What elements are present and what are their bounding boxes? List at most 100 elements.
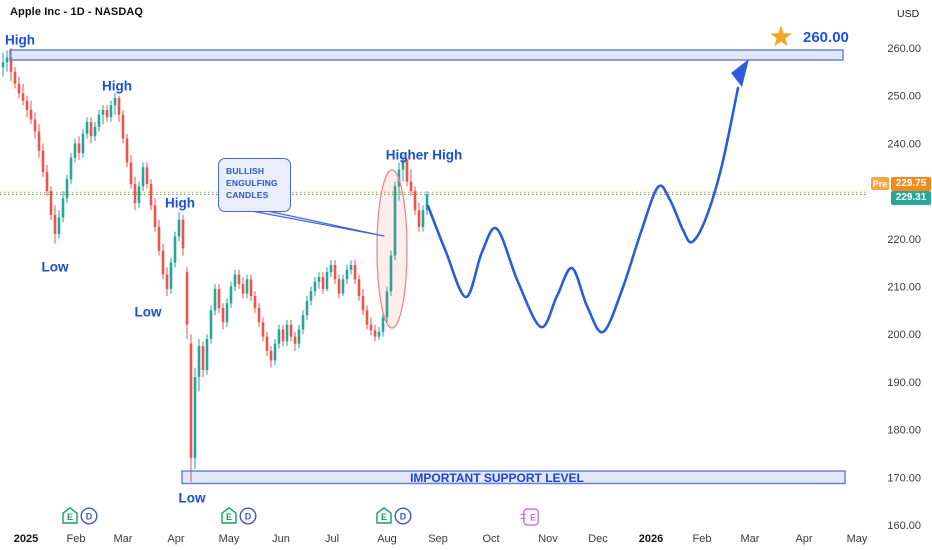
candle-body [377, 331, 381, 337]
future-earnings-letter: E [530, 513, 536, 523]
dividend-icon[interactable]: D [80, 507, 98, 525]
candle-body [109, 105, 113, 118]
candle-body [273, 343, 277, 361]
candle-body [193, 377, 197, 459]
month-tick-label: May [847, 533, 868, 545]
candle-body [53, 214, 57, 234]
candle-body [221, 308, 225, 323]
candle-body [333, 265, 337, 280]
month-tick-label: Aug [377, 533, 397, 545]
future-earnings-icon[interactable]: E [520, 508, 539, 526]
month-tick-label: Sep [428, 533, 448, 545]
callout-line-1: BULLISH [226, 166, 265, 176]
engulfing-ellipse[interactable] [376, 169, 408, 329]
candle-body [5, 57, 9, 63]
dividend-outline [80, 507, 98, 525]
dividend-icon[interactable]: D [394, 507, 412, 525]
candle-body [33, 119, 37, 132]
candle-body [61, 198, 65, 218]
dividend-letter: D [86, 512, 93, 522]
resistance-zone[interactable] [9, 49, 844, 61]
candle-body [85, 121, 89, 134]
symbol-title[interactable]: Apple Inc - 1D - NASDAQ [10, 6, 144, 18]
callout-bullish-engulfing[interactable]: BULLISH ENGULFING CANDLES [218, 158, 291, 212]
month-tick-label: Feb [67, 533, 86, 545]
earnings-letter: E [381, 512, 387, 522]
candle-body [249, 279, 253, 296]
callout-line-3: CANDLES [226, 190, 269, 200]
dividend-outline [394, 507, 412, 525]
candle-body [253, 296, 257, 308]
candle-body [105, 110, 109, 118]
candle-body [9, 57, 13, 72]
projection-curve[interactable] [426, 86, 740, 334]
candle-body [65, 179, 69, 199]
month-tick-label: Apr [795, 533, 812, 545]
candle-body [13, 71, 17, 84]
swing-label[interactable]: Low [178, 490, 206, 506]
callout-line-2: ENGULFING [226, 178, 278, 188]
candle-body [321, 277, 325, 289]
candles-group [1, 48, 429, 483]
candle-body [305, 300, 309, 316]
candle-body [277, 329, 281, 344]
earnings-icon[interactable]: E [62, 507, 78, 524]
dividend-letter: D [245, 512, 252, 522]
candle-body [137, 186, 141, 203]
candle-body [265, 336, 269, 351]
candle-body [97, 114, 101, 127]
premarket-price-badge: 229.75 [891, 176, 931, 191]
candle-body [157, 226, 161, 251]
candle-body [209, 310, 213, 339]
candle-body [149, 183, 153, 206]
candle-body [269, 350, 273, 361]
candle-body [113, 98, 117, 106]
candle-body [49, 191, 53, 215]
candle-body [189, 343, 193, 459]
candle-body [173, 236, 177, 263]
candle-body [373, 330, 377, 337]
earnings-outline [62, 507, 78, 524]
support-zone[interactable] [181, 470, 846, 485]
candle-body [401, 160, 405, 170]
dividend-letter: D [400, 512, 407, 522]
candle-body [165, 274, 169, 289]
candle-body [41, 150, 45, 173]
candle-body [197, 346, 201, 378]
month-tick-label: 2025 [14, 533, 38, 545]
candle-body [229, 286, 233, 304]
earnings-icon[interactable]: E [376, 507, 392, 524]
candle-body [93, 126, 97, 137]
candle-body [177, 219, 181, 237]
candle-body [413, 191, 417, 211]
candle-body [69, 157, 73, 180]
candle-body [17, 83, 21, 94]
dividend-icon[interactable]: D [239, 507, 257, 525]
price-tick-label: 260.00 [887, 43, 921, 55]
candle-body [141, 167, 145, 187]
swing-label[interactable]: Higher High [385, 147, 463, 163]
candle-body [281, 329, 285, 342]
swing-label[interactable]: Low [41, 259, 69, 275]
month-tick-label: Mar [741, 533, 760, 545]
target-price-label[interactable]: 260.00 [803, 29, 849, 46]
swing-label[interactable]: High [165, 195, 195, 211]
candle-body [285, 324, 289, 342]
month-tick-label: Apr [167, 533, 184, 545]
month-tick-label: Dec [588, 533, 608, 545]
swing-label[interactable]: High [5, 32, 35, 48]
target-star-icon[interactable] [770, 25, 792, 47]
support-level-label[interactable]: IMPORTANT SUPPORT LEVEL [410, 471, 584, 485]
candle-body [161, 250, 165, 275]
month-tick-label: Nov [538, 533, 558, 545]
month-tick-label: 2026 [639, 533, 663, 545]
candle-body [317, 277, 321, 282]
dividend-outline [239, 507, 257, 525]
swing-label[interactable]: Low [134, 304, 162, 320]
swing-label[interactable]: High [102, 78, 132, 94]
candle-body [309, 291, 313, 301]
earnings-icon[interactable]: E [221, 507, 237, 524]
candle-body [385, 291, 389, 318]
candle-body [261, 322, 265, 337]
